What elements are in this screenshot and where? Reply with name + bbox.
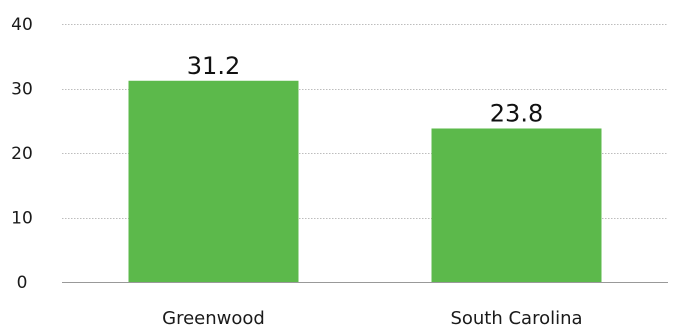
bar-greenwood bbox=[128, 80, 299, 282]
bars bbox=[128, 80, 602, 282]
y-tick-label: 30 bbox=[11, 80, 33, 100]
x-category-label: Greenwood bbox=[162, 308, 265, 326]
data-labels: 31.2 23.8 bbox=[187, 52, 543, 128]
y-axis-tick-labels: 0 10 20 30 40 bbox=[11, 15, 33, 293]
data-label: 31.2 bbox=[187, 52, 240, 80]
y-tick-label: 0 bbox=[17, 273, 28, 293]
bar-south-carolina bbox=[431, 128, 602, 282]
data-label: 23.8 bbox=[490, 99, 543, 127]
x-axis-category-labels: Greenwood South Carolina bbox=[162, 308, 582, 326]
y-tick-label: 10 bbox=[11, 209, 33, 229]
y-tick-label: 20 bbox=[11, 144, 33, 164]
x-category-label: South Carolina bbox=[450, 308, 582, 326]
y-tick-label: 40 bbox=[11, 15, 33, 35]
